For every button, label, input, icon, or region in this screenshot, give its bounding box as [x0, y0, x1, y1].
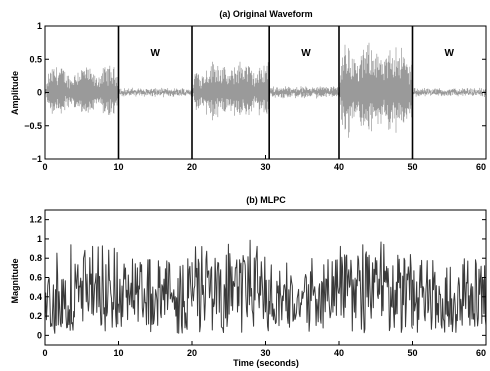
annotation-label: W	[445, 48, 455, 59]
y-tick-label: 0.2	[29, 311, 42, 321]
waveform-segment	[412, 87, 487, 97]
x-tick-label: 30	[260, 162, 270, 172]
x-tick-label: 20	[187, 348, 197, 358]
y-tick-label: 0.5	[29, 54, 42, 64]
y-tick-label: 0	[37, 88, 42, 98]
y-tick-label: 1.2	[29, 215, 42, 225]
panel-b-series	[44, 239, 487, 334]
mlpc-series-segment	[44, 244, 119, 334]
y-tick-label: 0.6	[29, 273, 42, 283]
x-tick-label: 60	[476, 348, 486, 358]
waveform-segment	[268, 86, 340, 99]
panel-b-yticks: 0 0.2 0.4 0.6 0.8 1 1.2	[29, 215, 486, 340]
panel-b-title: (b) MLPC	[246, 195, 286, 205]
x-tick-label: 10	[113, 162, 123, 172]
waveform-segment	[339, 42, 413, 138]
x-tick-label: 10	[113, 348, 123, 358]
x-tick-label: 50	[407, 348, 417, 358]
panel-a-boundaries	[117, 26, 414, 159]
x-tick-label: 40	[334, 162, 344, 172]
y-tick-label: 1	[37, 234, 42, 244]
annotation-label: W	[301, 48, 311, 59]
y-tick-label: 0.8	[29, 253, 42, 263]
x-tick-label: 20	[187, 162, 197, 172]
panel-a-xticks: 0 10 20 30 40 50 60	[42, 155, 487, 172]
panel-a-yticks: −1 −0.5 0 0.5 1	[24, 21, 486, 164]
y-tick-label: 0.4	[29, 292, 42, 302]
panel-a-title: (a) Original Waveform	[219, 9, 312, 19]
waveform-segment	[192, 61, 270, 121]
x-tick-label: 50	[407, 162, 417, 172]
mlpc-series-segment	[412, 258, 487, 333]
waveform-segment	[45, 65, 119, 115]
mlpc-series-segment	[338, 241, 413, 334]
x-tick-label: 0	[42, 162, 47, 172]
annotation-label: W	[151, 48, 161, 59]
x-tick-label: 30	[260, 348, 270, 358]
y-tick-label: 1	[37, 21, 42, 31]
x-tick-label: 0	[42, 348, 47, 358]
y-tick-label: 0	[37, 330, 42, 340]
mlpc-series-segment	[118, 258, 193, 334]
panel-b-xlabel: Time (seconds)	[233, 358, 299, 368]
y-tick-label: −0.5	[24, 121, 42, 131]
y-tick-label: −1	[32, 154, 42, 164]
mlpc-series-segment	[191, 239, 270, 333]
panel-b-xticks: 0 10 20 30 40 50 60	[42, 341, 487, 358]
panel-a-waveform	[45, 42, 487, 138]
panel-a-ylabel: Amplitude	[10, 71, 20, 115]
x-tick-label: 60	[476, 162, 486, 172]
x-tick-label: 40	[334, 348, 344, 358]
panel-b-ylabel: Magnitude	[10, 259, 20, 304]
panel-a: (a) Original Waveform Amplitude W W W −1 −0…	[10, 9, 487, 172]
panel-b: (b) MLPC Magnitude 0 0.2 0.4 0.6 0.8 1 1.2 0 10…	[10, 195, 487, 368]
waveform-segment	[118, 87, 193, 98]
mlpc-series-segment	[268, 258, 339, 332]
